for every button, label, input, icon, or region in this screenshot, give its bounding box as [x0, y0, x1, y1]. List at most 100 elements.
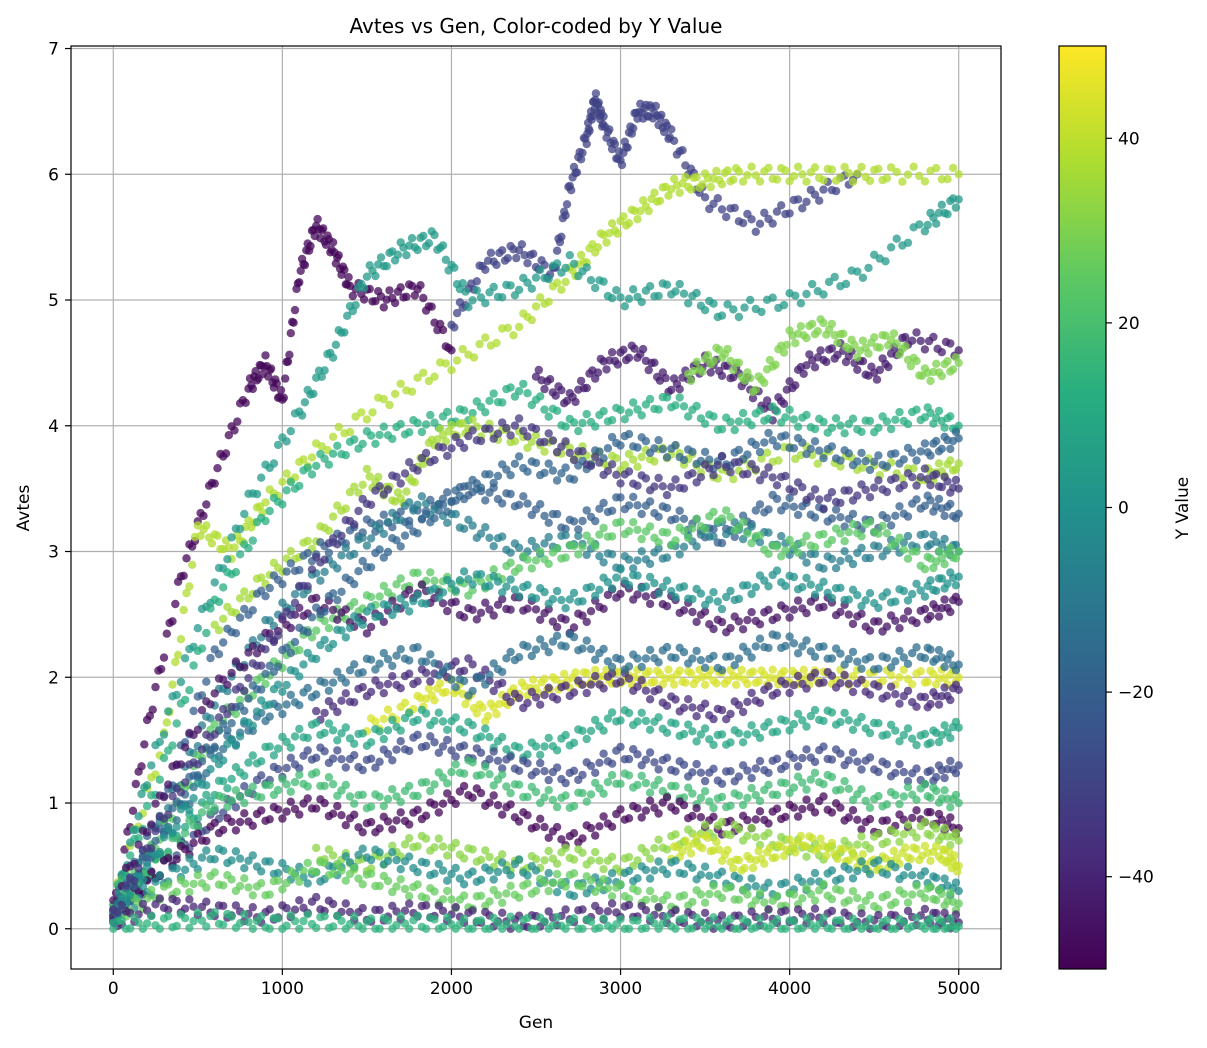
point-s2-83	[441, 359, 450, 368]
point-s19-63	[578, 848, 587, 857]
point-s1-105	[629, 124, 638, 133]
point-s3-109	[468, 296, 477, 305]
point-s21-175	[848, 874, 858, 883]
point-s2-132	[633, 215, 642, 224]
point-s24-19	[189, 916, 198, 926]
point-s12-35	[478, 703, 487, 712]
point-s25-96	[514, 452, 524, 461]
point-s13-92	[700, 699, 710, 708]
point-s22-55	[341, 876, 350, 885]
point-s16-75	[426, 732, 435, 741]
point-s6-179	[865, 416, 875, 426]
point-s25-124	[633, 443, 642, 452]
point-s18-79	[443, 789, 452, 798]
point-s8-94	[506, 489, 515, 499]
point-s16-78	[438, 742, 448, 751]
point-s14-187	[899, 653, 908, 662]
point-s15-55	[341, 723, 350, 732]
point-s16-113	[586, 761, 596, 771]
point-s0-26	[182, 554, 191, 563]
point-s15-124	[633, 717, 642, 726]
point-s22-50	[320, 858, 329, 868]
point-s20-37	[771, 853, 780, 862]
point-s19-54	[540, 856, 549, 865]
point-s15-174	[844, 716, 853, 725]
point-s22-196	[932, 896, 941, 905]
point-s24-96	[514, 924, 524, 933]
point-s3-8	[131, 825, 140, 835]
point-s3-162	[692, 288, 701, 298]
point-s7-22	[303, 536, 312, 546]
point-s16-67	[392, 745, 401, 754]
point-s15-150	[743, 730, 752, 739]
point-s24-170	[827, 924, 837, 933]
point-s23-85	[468, 906, 477, 915]
point-s3-114	[489, 282, 498, 292]
point-s17-32	[244, 788, 253, 797]
point-s20-65	[850, 852, 859, 861]
point-s10-153	[755, 531, 765, 540]
point-s6-96	[514, 386, 524, 396]
point-s17-74	[421, 778, 431, 787]
point-s6-17	[180, 695, 190, 705]
point-s3-100	[441, 255, 450, 264]
point-s10-125	[637, 534, 646, 544]
point-s19-30	[438, 842, 448, 851]
point-s25-89	[485, 470, 494, 479]
point-s9-192	[920, 529, 930, 539]
point-s19-37	[468, 845, 477, 854]
point-s12-64	[560, 669, 569, 679]
point-s21-85	[468, 867, 477, 876]
point-s11-89	[485, 605, 494, 614]
point-s10-175	[848, 520, 858, 529]
point-s22-104	[548, 878, 558, 888]
point-s7-153	[836, 462, 845, 471]
point-s17-148	[734, 791, 744, 800]
point-s13-15	[375, 681, 384, 690]
point-s21-170	[827, 866, 837, 875]
point-s26-41	[282, 680, 291, 690]
point-s11-9	[147, 820, 156, 829]
point-s18-157	[772, 804, 782, 813]
point-s3-12	[142, 781, 152, 790]
point-s26-65	[383, 601, 393, 610]
point-s17-61	[366, 802, 376, 811]
point-s12-2	[371, 717, 380, 726]
point-s14-188	[903, 659, 913, 668]
point-s16-91	[493, 756, 503, 765]
point-s15-186	[895, 737, 904, 746]
point-s5-55	[839, 329, 848, 338]
point-s24-35	[257, 912, 266, 921]
point-s24-189	[908, 922, 917, 931]
point-s22-172	[836, 886, 845, 895]
point-s19-92	[700, 820, 710, 829]
point-s9-96	[514, 543, 524, 552]
point-s7-6	[235, 594, 245, 603]
point-s14-152	[751, 642, 760, 651]
point-s18-161	[789, 803, 799, 812]
point-s3-118	[506, 281, 515, 290]
point-s8-144	[717, 538, 727, 548]
point-s15-160	[785, 726, 794, 735]
point-s16-31	[240, 782, 249, 791]
point-s11-113	[586, 607, 596, 616]
point-s5-24	[751, 385, 760, 395]
point-s17-24	[210, 803, 219, 813]
point-s1-162	[777, 201, 786, 210]
point-s9-103	[544, 532, 553, 542]
point-s9-179	[865, 553, 875, 563]
point-s16-61	[366, 754, 376, 763]
point-s14-172	[836, 649, 845, 658]
point-s17-146	[726, 801, 735, 810]
point-s2-160	[712, 166, 721, 176]
point-s4-27	[607, 348, 617, 357]
point-s21-204	[954, 886, 963, 896]
point-s0-37	[213, 464, 222, 473]
point-s2-16	[171, 657, 180, 667]
point-s22-72	[413, 880, 422, 889]
point-s24-146	[726, 914, 735, 924]
point-s24-87	[476, 916, 486, 925]
point-s24-72	[413, 911, 422, 920]
point-s2-79	[419, 368, 428, 377]
point-s26-18	[185, 806, 194, 815]
